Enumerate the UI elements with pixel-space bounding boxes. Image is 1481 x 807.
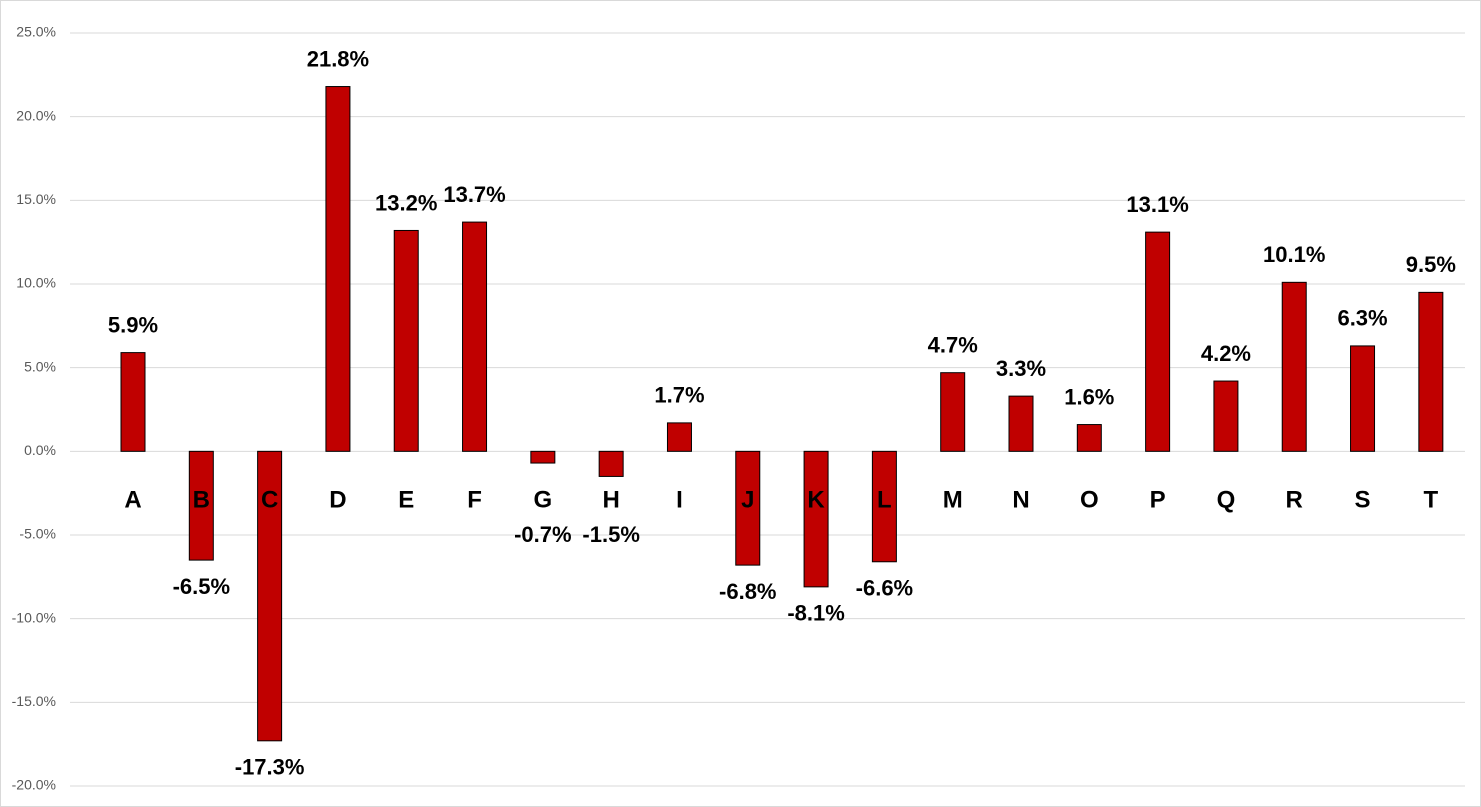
bar [188,450,214,561]
data-label: -17.3% [235,755,305,780]
x-tick-label: H [602,487,619,514]
bar [1281,281,1307,452]
bar [598,450,624,477]
x-tick-label: I [676,487,683,514]
bar [1076,424,1102,452]
data-label: 13.7% [443,182,505,207]
y-tick-label: 10.0% [16,275,56,291]
data-label: 1.7% [654,383,704,408]
data-label: -1.5% [582,522,639,547]
data-label: 10.1% [1263,242,1325,267]
y-tick-label: -10.0% [12,609,56,625]
x-tick-label: M [943,487,963,514]
x-tick-label: O [1080,487,1099,514]
data-label: -8.1% [787,601,844,626]
data-label: 4.2% [1201,341,1251,366]
x-tick-label: L [877,487,892,514]
data-label: 9.5% [1406,252,1456,277]
bar [940,372,966,452]
x-tick-label: J [741,487,754,514]
bar [393,229,419,452]
x-tick-label: E [398,487,414,514]
data-label: -6.5% [173,574,230,599]
x-tick-label: Q [1217,487,1236,514]
data-label: 21.8% [307,46,369,71]
y-tick-label: -5.0% [19,526,56,542]
data-label: -6.8% [719,579,776,604]
bar [871,450,897,563]
y-tick-label: 5.0% [24,358,56,374]
y-tick-label: -20.0% [12,777,56,793]
bar [1008,395,1034,452]
bar [325,86,351,452]
data-label: 5.9% [108,312,158,337]
y-tick-label: 0.0% [24,442,56,458]
x-tick-label: A [124,487,141,514]
data-label: 13.1% [1126,192,1188,217]
x-tick-label: N [1012,487,1029,514]
x-tick-label: D [329,487,346,514]
data-label: 1.6% [1064,384,1114,409]
bar [1145,231,1171,452]
data-label: 6.3% [1337,306,1387,331]
x-tick-label: S [1355,487,1371,514]
x-tick-label: B [193,487,210,514]
y-tick-label: -15.0% [12,693,56,709]
x-tick-label: F [467,487,482,514]
data-label: 4.7% [928,332,978,357]
data-label: -6.6% [856,576,913,601]
x-tick-label: T [1424,487,1439,514]
bar [803,450,829,588]
bar [530,450,556,464]
x-tick-label: K [807,487,825,514]
data-label: -0.7% [514,522,571,547]
bar [120,352,146,452]
data-label: 3.3% [996,356,1046,381]
x-tick-label: C [261,487,278,514]
bar [462,221,488,452]
x-tick-label: G [534,487,553,514]
y-tick-label: 20.0% [16,107,56,123]
bar [257,450,283,742]
bar [666,422,692,452]
y-tick-label: 25.0% [16,24,56,40]
x-tick-label: R [1286,487,1303,514]
bar [1418,291,1444,452]
x-tick-label: P [1150,487,1166,514]
y-tick-label: 15.0% [16,191,56,207]
bar [1213,380,1239,452]
bar [1350,345,1376,452]
data-label: 13.2% [375,190,437,215]
bar [735,450,761,566]
